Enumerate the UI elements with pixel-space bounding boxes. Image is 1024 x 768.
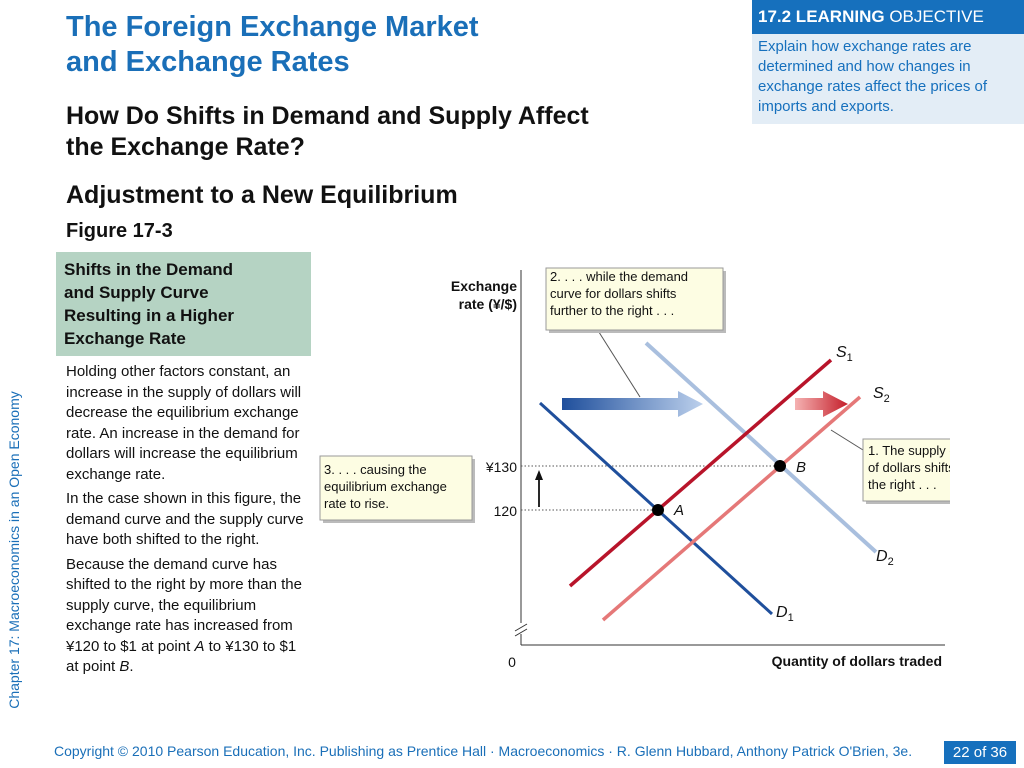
y-tick-label-130: ¥130 <box>485 459 517 475</box>
y-axis-label-line-1: Exchange <box>451 278 517 294</box>
curve-label-s2: S2 <box>873 385 890 405</box>
supply-curve-s1 <box>568 358 833 588</box>
body-p3-point-a: A <box>194 637 205 655</box>
chapter-sidebar: Chapter 17: Macroeconomics in an Open Ec… <box>0 372 24 732</box>
curve-label-d2: D2 <box>876 548 894 568</box>
slide-subtitle-line-1: How Do Shifts in Demand and Supply Affec… <box>66 102 589 130</box>
curve-label-d2-sub: 2 <box>888 556 894 568</box>
figure-label: Figure 17-3 <box>66 220 173 242</box>
figure-caption-box: Shifts in the Demand and Supply Curve Re… <box>56 252 311 356</box>
curve-label-s1-sub: 1 <box>847 352 853 364</box>
learning-objective-number: 17.2 LEARNING <box>758 7 885 26</box>
learning-objective-text: Explain how exchange rates are determine… <box>752 34 1024 124</box>
callout-supply-shift: 1. The supply curve of dollars shifts to… <box>862 438 950 504</box>
curve-label-d1-sub: 1 <box>788 612 794 624</box>
slide-title: The Foreign Exchange Market and Exchange… <box>66 10 606 80</box>
learning-objective-header: 17.2 LEARNING OBJECTIVE <box>752 0 1024 34</box>
curve-label-s1: S1 <box>836 344 853 364</box>
footer-copyright: Copyright © 2010 Pearson Education, Inc.… <box>54 743 913 759</box>
callout-3-line-2: equilibrium exchange <box>324 479 447 494</box>
body-p3-part-c: . <box>129 658 134 675</box>
curve-label-s2-letter: S <box>873 385 884 402</box>
body-paragraph-2: In the case shown in this figure, the de… <box>66 490 304 548</box>
y-axis-label-line-2: rate (¥/$) <box>459 296 517 312</box>
callout-1-line-2: of dollars shifts to <box>868 460 950 475</box>
origin-label: 0 <box>508 654 516 670</box>
slide-subtitle-line-2: the Exchange Rate? <box>66 133 305 161</box>
learning-objective-word: OBJECTIVE <box>889 7 984 26</box>
x-axis-label: Quantity of dollars traded <box>772 653 942 669</box>
callout-3-line-3: rate to rise. <box>324 496 389 511</box>
caption-line-3: Resulting in a Higher <box>64 306 235 325</box>
curve-label-s1-letter: S <box>836 344 847 361</box>
callout-2-leader <box>596 328 641 398</box>
caption-line-1: Shifts in the Demand <box>64 260 234 279</box>
body-p3-part-a: Because the demand curve has shifted to … <box>66 555 302 655</box>
point-label-a: A <box>673 502 684 519</box>
equilibrium-point-a <box>652 504 664 516</box>
callout-1-line-3: the right . . . <box>868 477 937 492</box>
callout-1-line-1: 1. The supply curve <box>868 443 950 458</box>
caption-line-2: and Supply Curve <box>64 283 209 302</box>
section-heading: Adjustment to a New Equilibrium <box>66 181 458 209</box>
callout-3-line-1: 3. . . . causing the <box>324 462 427 477</box>
caption-line-4: Exchange Rate <box>64 329 186 348</box>
curve-label-d2-letter: D <box>876 548 888 565</box>
body-p3-part-b: to ¥130 to $1 at point <box>66 637 297 676</box>
curve-label-s2-sub: 2 <box>884 393 890 405</box>
callout-demand-shift: 2. . . . while the demand curve for doll… <box>545 267 726 333</box>
supply-curve-s2 <box>601 395 862 622</box>
callout-2-line-3: further to the right . . . <box>550 303 674 318</box>
slide-title-line-2: and Exchange Rates <box>66 46 350 78</box>
curve-label-d1-letter: D <box>776 604 788 621</box>
body-text: Holding other factors constant, an incre… <box>66 362 306 682</box>
demand-curve-d2 <box>644 341 878 554</box>
point-label-b: B <box>796 459 806 476</box>
callout-2-line-1: 2. . . . while the demand <box>550 269 688 284</box>
callout-2-line-2: curve for dollars shifts <box>550 286 677 301</box>
exchange-rate-chart: Exchange rate (¥/$) 0 Quantity of dollar… <box>319 267 950 670</box>
rise-arrow <box>535 470 543 507</box>
demand-shift-arrow <box>562 391 703 417</box>
slide-title-line-1: The Foreign Exchange Market <box>66 11 479 43</box>
body-paragraph-1: Holding other factors constant, an incre… <box>66 363 302 483</box>
body-p3-point-b: B <box>119 658 130 675</box>
y-axis <box>514 270 528 645</box>
supply-shift-arrow <box>795 391 848 417</box>
callout-1-leader <box>830 429 864 451</box>
equilibrium-point-b <box>774 460 786 472</box>
y-tick-label-120: 120 <box>494 503 518 519</box>
body-paragraph-3: Because the demand curve has shifted to … <box>66 555 306 678</box>
slide-subtitle: How Do Shifts in Demand and Supply Affec… <box>66 101 686 163</box>
chapter-sidebar-text: Chapter 17: Macroeconomics in an Open Ec… <box>6 391 22 709</box>
page-number-badge: 22 of 36 <box>944 741 1016 764</box>
curve-label-d1: D1 <box>776 604 794 624</box>
callout-rate-rise: 3. . . . causing the equilibrium exchang… <box>319 455 475 523</box>
